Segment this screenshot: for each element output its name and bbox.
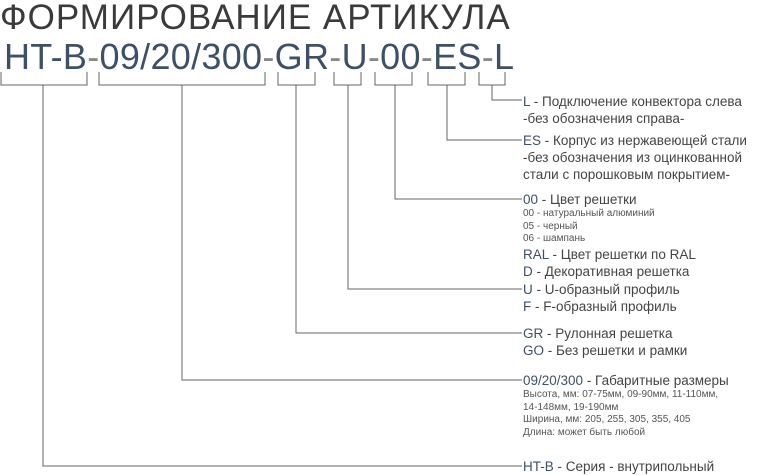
legend-body: ES - Корпус из нержавеющей стали -без об… (523, 133, 747, 182)
sep: - (481, 36, 495, 77)
article-code: HT-B-09/20/300-GR-U-00-ES-L (4, 36, 514, 78)
legend-connection: L - Подключение конвектора слева -без об… (523, 94, 742, 126)
code-profile: U (341, 36, 368, 77)
legend-profile: U - U-образный профиль F - F-образный пр… (523, 282, 680, 314)
code-color: 00 (380, 36, 421, 77)
code-size: 09/20/300 (99, 36, 263, 77)
bracket-grille (277, 72, 522, 334)
legend-series: HT-B - Серия - внутрипольный (523, 459, 715, 474)
sep: - (262, 36, 275, 77)
sep: - (87, 36, 100, 77)
bracket-body (427, 72, 522, 141)
legend-color: 00 - Цвет решетки 00 - натуральный алюми… (523, 192, 696, 279)
code-connection: L (494, 36, 515, 77)
page-title: ФОРМИРОВАНИЕ АРТИКУЛА (0, 0, 511, 37)
sep: - (329, 36, 342, 77)
code-series: HT-B (4, 36, 88, 77)
legend-grille: GR - Рулонная решетка GO - Без решетки и… (523, 326, 688, 358)
sep: - (420, 36, 434, 77)
code-grille: GR (274, 36, 330, 77)
bracket-connection (478, 72, 522, 101)
bracket-series (0, 72, 522, 467)
legend-size: 09/20/300 - Габаритные размеры Высота, м… (523, 373, 729, 438)
code-body: ES (433, 36, 482, 77)
bracket-profile (333, 72, 522, 290)
bracket-size (98, 72, 522, 381)
bracket-color (374, 72, 522, 200)
sep: - (367, 36, 381, 77)
